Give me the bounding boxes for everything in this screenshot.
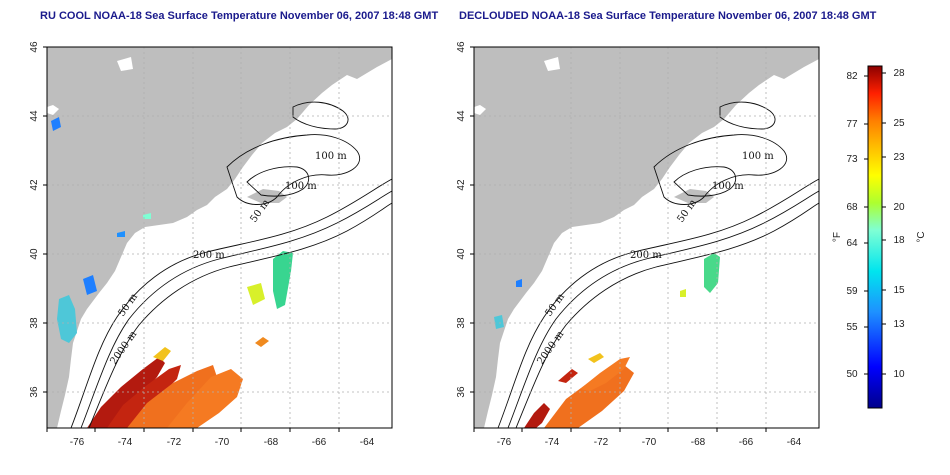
colorbar-c-tick: 28 bbox=[893, 68, 905, 79]
colorbar-f-tick: 59 bbox=[846, 286, 858, 297]
left-map-panel: 100 m 100 m 50 m 200 m 50 m 2000 m bbox=[29, 41, 393, 448]
x-tick-label: -68 bbox=[264, 437, 279, 448]
colorbar-gradient bbox=[867, 65, 883, 409]
y-tick-label: 44 bbox=[456, 110, 467, 122]
sst-patch-green-eddy bbox=[704, 253, 720, 293]
colorbar-c-tick: 10 bbox=[893, 369, 905, 380]
left-panel-title: RU COOL NOAA-18 Sea Surface Temperature … bbox=[40, 10, 439, 22]
y-tick-label: 36 bbox=[456, 386, 467, 398]
sst-patch-coastal-cold bbox=[57, 295, 77, 343]
right-panel-title: DECLOUDED NOAA-18 Sea Surface Temperatur… bbox=[459, 10, 877, 22]
colorbar-celsius-label: °C bbox=[916, 231, 927, 242]
x-tick-label: -70 bbox=[215, 437, 230, 448]
colorbar-fahrenheit-label: °F bbox=[832, 232, 843, 242]
colorbar-f-tick: 50 bbox=[846, 369, 858, 380]
colorbar-c-tick: 15 bbox=[893, 285, 905, 296]
y-tick-label: 42 bbox=[29, 179, 40, 191]
colorbar-f-tick: 73 bbox=[846, 154, 858, 165]
colorbar-c-tick: 25 bbox=[893, 118, 905, 129]
colorbar-f-tick: 82 bbox=[846, 71, 858, 82]
x-tick-label: -66 bbox=[312, 437, 327, 448]
x-tick-label: -74 bbox=[545, 437, 560, 448]
y-tick-label: 38 bbox=[29, 317, 40, 329]
sst-patch-gulf-stream bbox=[544, 365, 634, 428]
x-tick-label: -76 bbox=[70, 437, 85, 448]
contour-label-200m: 200 m bbox=[193, 250, 225, 261]
colorbar-c-tick: 23 bbox=[893, 152, 905, 163]
sst-patch-green-eddy bbox=[273, 251, 293, 309]
x-tick-label: -72 bbox=[594, 437, 609, 448]
colorbar-f-tick: 77 bbox=[846, 119, 858, 130]
colorbar-f-tick: 64 bbox=[846, 238, 858, 249]
colorbar: 82 77 73 68 64 59 55 50 28 25 23 20 18 1… bbox=[832, 65, 927, 409]
contour-label-200m: 200 m bbox=[630, 250, 662, 261]
y-tick-label: 38 bbox=[456, 317, 467, 329]
y-tick-label: 36 bbox=[29, 386, 40, 398]
contour-label-100m-b: 100 m bbox=[712, 181, 744, 192]
y-tick-label: 46 bbox=[29, 41, 40, 53]
colorbar-c-tick: 13 bbox=[893, 319, 905, 330]
x-tick-label: -74 bbox=[118, 437, 133, 448]
x-tick-label: -64 bbox=[787, 437, 802, 448]
y-tick-label: 40 bbox=[456, 248, 467, 260]
x-tick-label: -76 bbox=[497, 437, 512, 448]
contour-label-100m-a: 100 m bbox=[315, 151, 347, 162]
y-tick-label: 44 bbox=[29, 110, 40, 122]
right-map-panel: 100 m 100 m 50 m 200 m 50 m 2000 m -76 bbox=[456, 41, 820, 448]
colorbar-c-tick: 20 bbox=[893, 202, 905, 213]
sst-patch-warm-shelf bbox=[87, 357, 165, 428]
colorbar-c-tick: 18 bbox=[893, 235, 905, 246]
x-tick-label: -68 bbox=[691, 437, 706, 448]
sst-patch-gulf-stream bbox=[127, 365, 217, 428]
x-tick-label: -70 bbox=[642, 437, 657, 448]
y-tick-label: 46 bbox=[456, 41, 467, 53]
y-tick-label: 40 bbox=[29, 248, 40, 260]
colorbar-f-tick: 68 bbox=[846, 202, 858, 213]
contour-label-100m-b: 100 m bbox=[285, 181, 317, 192]
x-tick-label: -64 bbox=[360, 437, 375, 448]
colorbar-f-tick: 55 bbox=[846, 322, 858, 333]
x-tick-label: -66 bbox=[739, 437, 754, 448]
y-tick-label: 42 bbox=[456, 179, 467, 191]
x-tick-label: -72 bbox=[167, 437, 182, 448]
contour-label-100m-a: 100 m bbox=[742, 151, 774, 162]
